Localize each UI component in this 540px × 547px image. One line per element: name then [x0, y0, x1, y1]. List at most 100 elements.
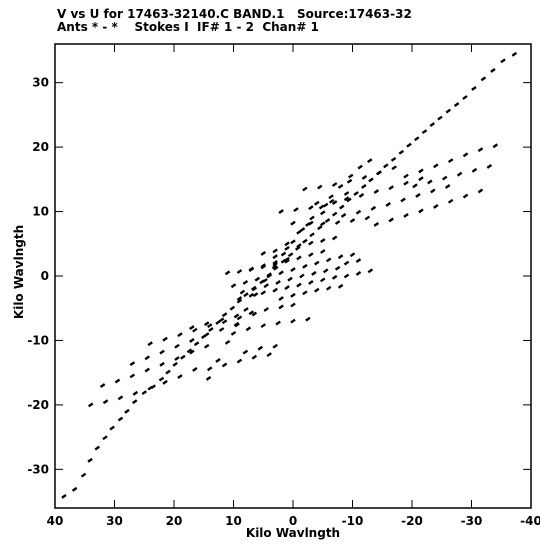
- uv-point: [337, 254, 344, 260]
- uv-point: [325, 285, 332, 291]
- uv-point: [272, 248, 278, 254]
- uv-point: [403, 173, 409, 179]
- uv-point: [337, 184, 344, 189]
- uv-point: [189, 349, 195, 355]
- uv-point: [174, 343, 180, 349]
- uv-point: [221, 319, 228, 325]
- uv-point: [263, 307, 269, 312]
- uv-point: [361, 174, 368, 180]
- y-tick-label: 30: [32, 76, 49, 90]
- uv-point: [206, 366, 213, 372]
- uv-point: [302, 186, 308, 192]
- uv-point: [385, 202, 391, 207]
- uv-point: [305, 316, 311, 322]
- uv-point: [257, 345, 264, 351]
- uv-point: [290, 292, 296, 298]
- uv-point: [343, 191, 350, 196]
- uv-point: [251, 286, 258, 292]
- uv-point: [308, 280, 314, 285]
- uv-point: [174, 356, 180, 361]
- uv-point: [233, 313, 240, 319]
- uv-point: [158, 376, 165, 382]
- uv-point: [192, 367, 198, 372]
- uv-point: [272, 261, 278, 267]
- uv-point: [280, 251, 287, 257]
- uv-point: [320, 238, 326, 243]
- uv-point: [186, 348, 193, 354]
- uv-point: [340, 213, 347, 218]
- uv-point: [290, 318, 296, 324]
- uv-point: [278, 296, 284, 301]
- uv-point: [462, 152, 469, 158]
- x-tick-label: 40: [47, 514, 64, 528]
- x-tick-label: -10: [342, 514, 364, 528]
- uv-point: [278, 209, 284, 214]
- uv-point: [287, 252, 294, 258]
- uv-point: [296, 255, 302, 261]
- x-tick-label: 0: [289, 514, 297, 528]
- uv-point: [239, 289, 246, 295]
- uv-point: [275, 280, 281, 285]
- uv-point: [208, 327, 214, 332]
- uv-point: [339, 204, 345, 210]
- uv-point: [236, 269, 243, 274]
- uv-point: [94, 445, 100, 451]
- uv-point: [215, 319, 221, 325]
- uv-point: [278, 304, 284, 310]
- uv-point: [236, 358, 243, 364]
- uv-point: [331, 235, 338, 241]
- uv-point: [290, 239, 296, 245]
- uv-point: [284, 245, 290, 251]
- uv-point: [322, 268, 329, 274]
- uv-point: [302, 238, 308, 244]
- uv-point: [314, 260, 320, 266]
- uv-point: [272, 343, 278, 349]
- uv-point: [87, 457, 93, 463]
- uv-point: [129, 373, 136, 379]
- uv-point: [263, 283, 269, 289]
- uv-point: [388, 217, 394, 223]
- x-axis-ticks: [54, 44, 532, 508]
- uv-point: [147, 385, 153, 391]
- uv-point: [403, 213, 409, 218]
- uv-point: [296, 243, 302, 249]
- uv-point: [355, 271, 362, 276]
- x-axis-label: Kilo Wavlngth: [246, 526, 340, 540]
- uv-point: [262, 278, 268, 283]
- uv-point: [224, 270, 231, 276]
- uv-point: [206, 323, 213, 329]
- uv-point: [445, 108, 452, 114]
- uv-point: [311, 271, 317, 276]
- uv-point: [296, 282, 302, 288]
- uv-point: [355, 209, 362, 215]
- uv-point: [284, 258, 290, 264]
- uv-point: [314, 200, 320, 206]
- uv-point: [320, 277, 326, 283]
- uv-point: [296, 229, 302, 235]
- uv-point: [309, 215, 315, 221]
- uv-point: [177, 332, 183, 338]
- uv-point: [447, 198, 454, 204]
- x-tick-label: 20: [166, 514, 183, 528]
- uv-point: [243, 292, 249, 298]
- uv-point: [364, 215, 371, 221]
- uv-point: [224, 339, 231, 345]
- uv-point: [328, 198, 335, 204]
- uv-point: [343, 273, 350, 279]
- uv-point: [346, 197, 352, 203]
- uv-point: [242, 280, 249, 285]
- uv-point: [453, 102, 460, 107]
- uv-point: [331, 182, 338, 187]
- y-tick-label: 0: [41, 269, 49, 283]
- uv-point: [353, 191, 359, 196]
- uv-point: [302, 290, 308, 296]
- uv-point: [433, 203, 439, 209]
- uv-point: [248, 310, 255, 316]
- uv-point: [144, 355, 150, 361]
- uv-point: [302, 263, 308, 269]
- uv-point: [266, 352, 272, 358]
- y-tick-label: 10: [32, 205, 49, 219]
- uv-point: [355, 258, 362, 263]
- uv-point: [203, 343, 210, 349]
- uv-point: [403, 180, 409, 186]
